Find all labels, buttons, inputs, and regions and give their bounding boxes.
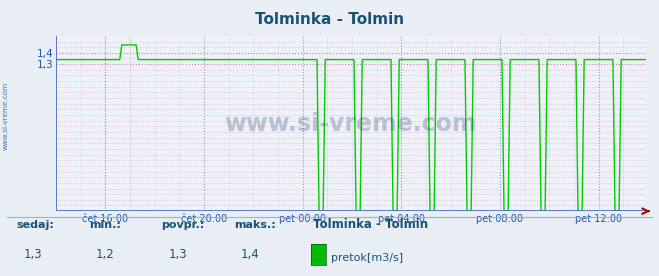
Text: maks.:: maks.: — [234, 220, 275, 230]
Text: Tolminka - Tolmin: Tolminka - Tolmin — [255, 12, 404, 27]
Text: povpr.:: povpr.: — [161, 220, 205, 230]
Text: 1,4: 1,4 — [241, 248, 260, 261]
Text: sedaj:: sedaj: — [16, 220, 54, 230]
Text: 1,3: 1,3 — [24, 248, 42, 261]
Text: www.si-vreme.com: www.si-vreme.com — [225, 112, 477, 136]
Text: www.si-vreme.com: www.si-vreme.com — [2, 82, 9, 150]
Text: pretok[m3/s]: pretok[m3/s] — [331, 253, 403, 263]
Text: Tolminka - Tolmin: Tolminka - Tolmin — [313, 218, 428, 231]
Text: 1,2: 1,2 — [96, 248, 115, 261]
Text: 1,3: 1,3 — [169, 248, 187, 261]
Text: min.:: min.: — [89, 220, 121, 230]
